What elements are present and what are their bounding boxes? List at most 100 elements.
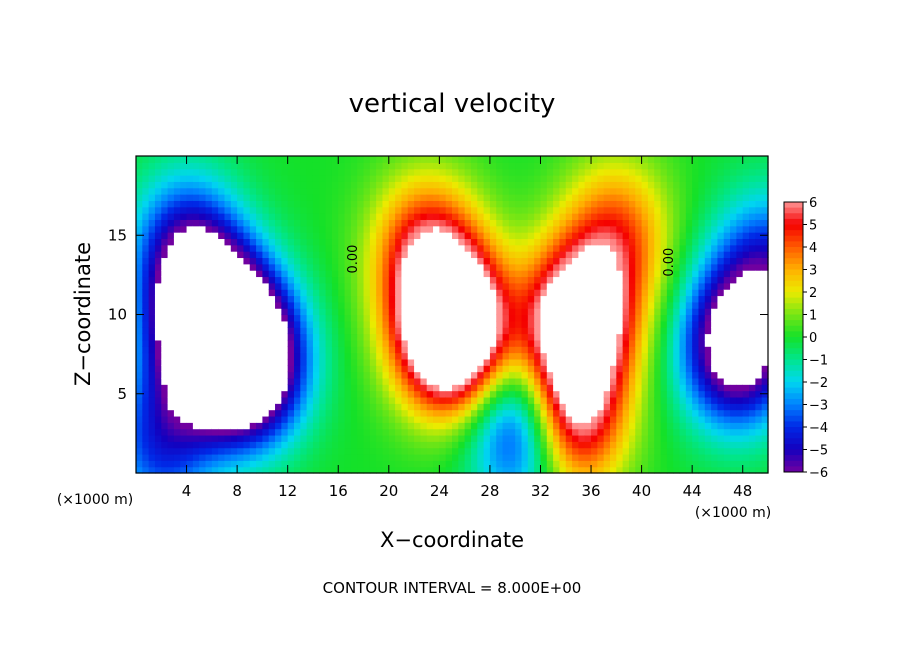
heatmap-cell — [553, 422, 561, 430]
heatmap-cell — [679, 352, 687, 360]
heatmap-cell — [704, 251, 712, 259]
heatmap-cell — [350, 384, 358, 392]
heatmap-cell — [673, 428, 681, 436]
heatmap-cell — [534, 365, 542, 373]
heatmap-cell — [211, 181, 219, 189]
heatmap-cell — [597, 156, 605, 163]
heatmap-cell — [401, 295, 409, 303]
heatmap-cell — [433, 415, 440, 423]
heatmap-cell — [344, 339, 352, 347]
heatmap-cell — [489, 219, 497, 227]
heatmap-cell — [161, 238, 169, 246]
heatmap-cell — [578, 263, 586, 271]
heatmap-cell — [458, 162, 466, 170]
heatmap-cell — [540, 466, 548, 474]
heatmap-cell — [407, 434, 415, 442]
heatmap-cell — [591, 162, 598, 170]
heatmap-cell — [477, 371, 485, 379]
heatmap-cell — [452, 314, 459, 322]
heatmap-cell — [350, 371, 358, 379]
heatmap-cell — [597, 200, 605, 208]
heatmap-cell — [711, 263, 719, 271]
heatmap-cell — [749, 175, 756, 182]
heatmap-cell — [470, 396, 478, 404]
heatmap-cell — [666, 352, 674, 360]
heatmap-cell — [218, 162, 226, 170]
heatmap-cell — [161, 320, 169, 328]
heatmap-cell — [161, 422, 169, 430]
heatmap-cell — [211, 384, 219, 392]
heatmap-cell — [654, 270, 662, 278]
heatmap-cell — [211, 415, 219, 423]
heatmap-cell — [294, 263, 301, 271]
heatmap-cell — [660, 371, 668, 379]
heatmap-cell — [312, 276, 320, 284]
heatmap-cell — [262, 466, 270, 474]
heatmap-cell — [388, 396, 396, 404]
heatmap-cell — [230, 352, 238, 360]
heatmap-cell — [610, 358, 617, 366]
heatmap-cell — [237, 320, 245, 328]
heatmap-cell — [154, 434, 162, 442]
heatmap-cell — [572, 175, 579, 182]
heatmap-cell — [224, 181, 232, 189]
heatmap-cell — [742, 422, 750, 430]
heatmap-cell — [635, 358, 643, 366]
heatmap-cell — [161, 352, 169, 360]
heatmap-cell — [281, 453, 289, 461]
heatmap-cell — [382, 175, 390, 182]
heatmap-cell — [591, 403, 598, 411]
heatmap-cell — [477, 257, 485, 265]
heatmap-cell — [363, 422, 371, 430]
heatmap-cell — [761, 384, 769, 392]
heatmap-cell — [420, 460, 428, 468]
heatmap-cell — [666, 213, 674, 220]
heatmap-cell — [470, 270, 478, 278]
heatmap-cell — [749, 428, 756, 436]
heatmap-cell — [148, 377, 156, 385]
heatmap-cell — [628, 434, 636, 442]
heatmap-cell — [628, 200, 636, 208]
heatmap-cell — [673, 295, 681, 303]
heatmap-cell — [357, 396, 365, 404]
heatmap-cell — [458, 434, 466, 442]
heatmap-cell — [515, 181, 523, 189]
heatmap-cell — [521, 181, 529, 189]
heatmap-cell — [628, 168, 636, 176]
heatmap-cell — [477, 384, 485, 392]
heatmap-cell — [704, 194, 712, 201]
heatmap-cell — [666, 282, 674, 290]
heatmap-cell — [521, 175, 529, 182]
heatmap-cell — [426, 352, 434, 360]
heatmap-cell — [603, 396, 611, 404]
heatmap-cell — [673, 422, 681, 430]
heatmap-cell — [243, 301, 251, 309]
heatmap-cell — [426, 447, 434, 455]
heatmap-cell — [249, 270, 257, 278]
heatmap-cell — [420, 333, 428, 341]
heatmap-cell — [230, 428, 238, 436]
heatmap-cell — [755, 390, 763, 398]
heatmap-cell — [388, 346, 396, 354]
heatmap-cell — [262, 232, 270, 240]
heatmap-cell — [414, 162, 421, 170]
heatmap-cell — [572, 200, 579, 208]
heatmap-cell — [161, 181, 169, 189]
heatmap-cell — [237, 251, 245, 259]
heatmap-cell — [369, 333, 377, 341]
heatmap-cell — [344, 403, 352, 411]
heatmap-cell — [338, 175, 346, 182]
heatmap-cell — [281, 232, 289, 240]
heatmap-cell — [496, 428, 504, 436]
heatmap-cell — [243, 232, 251, 240]
heatmap-cell — [224, 396, 232, 404]
heatmap-cell — [382, 213, 390, 220]
heatmap-cell — [717, 289, 725, 297]
heatmap-cell — [161, 377, 169, 385]
heatmap-cell — [426, 466, 434, 474]
heatmap-cell — [704, 460, 712, 468]
heatmap-cell — [445, 168, 453, 176]
heatmap-cell — [603, 232, 611, 240]
heatmap-cell — [439, 282, 447, 290]
heatmap-cell — [736, 371, 744, 379]
